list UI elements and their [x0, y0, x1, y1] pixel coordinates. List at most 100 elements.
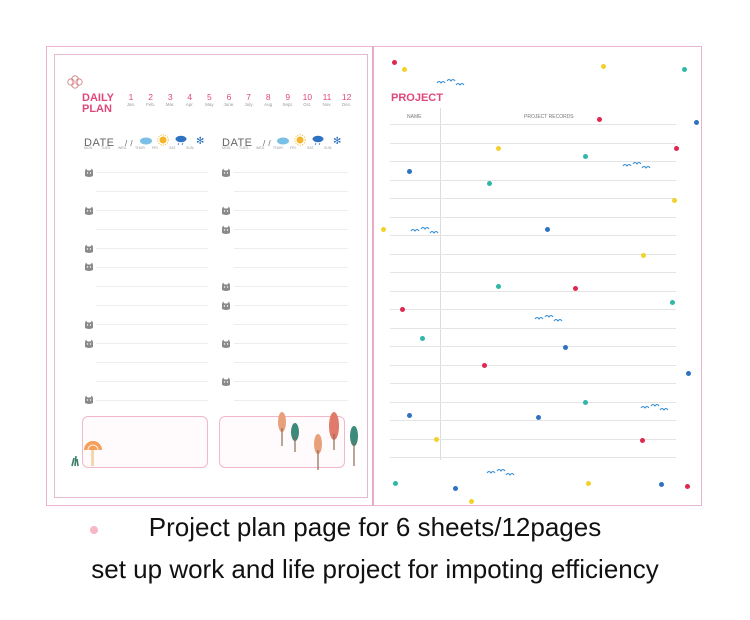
birds-icon: [640, 400, 670, 418]
cat-icon: [221, 222, 231, 234]
month-label: Apr.: [185, 102, 194, 107]
weather-icons-left: ✻: [140, 133, 208, 151]
cat-icon: [84, 203, 94, 215]
decor-dot: [381, 227, 386, 232]
project-row-line: [390, 457, 676, 458]
cat-icon: [84, 259, 94, 271]
month-number: 9: [285, 92, 291, 102]
writing-line: [96, 381, 208, 382]
daily-plan-title: DAILY PLAN: [82, 93, 114, 115]
birds-icon: [486, 465, 516, 483]
month-item: 8 Aug: [259, 92, 277, 108]
note-box-left: [82, 416, 208, 468]
month-label: Jan.: [126, 102, 136, 107]
decor-dot: [659, 482, 664, 487]
decor-dot: [674, 146, 679, 151]
decor-dot: [393, 481, 398, 486]
cat-icon: [84, 317, 94, 329]
writing-line: [96, 191, 208, 192]
project-row-line: [390, 346, 676, 347]
cat-icon: [84, 336, 94, 348]
month-number: 1: [128, 92, 134, 102]
project-row-line: [390, 235, 676, 236]
writing-line: [96, 362, 208, 363]
birds-icon: [622, 158, 652, 176]
month-label: Feb.: [146, 102, 156, 107]
records-column-header: PROJECT RECORDS: [524, 114, 574, 120]
decor-dot: [482, 363, 487, 368]
month-number: 8: [265, 92, 271, 102]
date-separator: / /: [262, 139, 272, 148]
month-label: Aug: [264, 102, 273, 107]
writing-line: [96, 267, 208, 268]
cat-icon: [221, 203, 231, 215]
project-row-line: [390, 309, 676, 310]
month-number: 3: [167, 92, 173, 102]
decor-dot: [583, 154, 588, 159]
cat-icon: [221, 165, 231, 177]
writing-line: [96, 172, 208, 173]
project-row-line: [390, 272, 676, 273]
writing-line: [234, 267, 348, 268]
weather-icons-right: ✻: [277, 133, 345, 151]
writing-line: [96, 400, 208, 401]
weekday-label: TUES.: [239, 146, 250, 150]
decor-dot: [392, 60, 397, 65]
cloud-icon: [277, 137, 289, 145]
month-item: 11 Nov.: [318, 92, 336, 108]
cat-icon: [84, 241, 94, 253]
month-label: Nov.: [322, 102, 332, 107]
date-header-right: DATE / /: [222, 133, 271, 151]
decor-dot: [682, 67, 687, 72]
decor-dot: [601, 64, 606, 69]
decor-dot: [434, 437, 439, 442]
bullet-dot: [90, 526, 98, 534]
month-number: 12: [341, 92, 352, 102]
month-item: 6 June.: [220, 92, 238, 108]
writing-line: [96, 229, 208, 230]
writing-line: [234, 210, 348, 211]
weekday-label: WED.: [256, 146, 266, 150]
month-number: 4: [187, 92, 193, 102]
project-row-line: [390, 290, 676, 292]
weekday-label: SUN.: [324, 146, 333, 150]
month-number: 10: [302, 92, 313, 102]
decor-dot: [641, 253, 646, 258]
daily-lines: [0, 0, 348, 404]
project-lines: [0, 0, 676, 458]
decor-dot: [563, 345, 568, 350]
project-row-line: [390, 420, 676, 421]
notebook-spread: [46, 46, 702, 506]
decor-dot: [402, 67, 407, 72]
project-row-line: [390, 198, 676, 199]
decor-dot: [407, 413, 412, 418]
writing-line: [234, 305, 348, 306]
decor-dots: [0, 0, 699, 504]
decor-dot: [686, 371, 691, 376]
month-item: 10 Oct.: [298, 92, 316, 108]
writing-line: [234, 400, 348, 401]
decor-dot: [672, 198, 677, 203]
project-row-line: [390, 253, 676, 255]
decor-dot: [420, 336, 425, 341]
weekday-label: WED.: [118, 146, 128, 150]
decor-dot: [545, 227, 550, 232]
svg-text:✻: ✻: [196, 136, 204, 146]
cat-icon: [221, 279, 231, 291]
writing-line: [96, 324, 208, 325]
writing-line: [234, 362, 348, 363]
decor-dot: [640, 438, 645, 443]
writing-line: [234, 229, 348, 230]
project-row-line: [390, 142, 676, 144]
cat-icon: [221, 336, 231, 348]
project-row-line: [390, 438, 676, 440]
column-divider: [440, 108, 441, 460]
writing-line: [234, 248, 348, 249]
month-number: 2: [148, 92, 153, 102]
writing-line: [234, 191, 348, 192]
project-row-line: [390, 364, 676, 366]
month-label: Mar.: [165, 102, 175, 107]
decor-dot: [536, 415, 541, 420]
month-number: 6: [226, 92, 232, 102]
cat-icon: [221, 298, 231, 310]
